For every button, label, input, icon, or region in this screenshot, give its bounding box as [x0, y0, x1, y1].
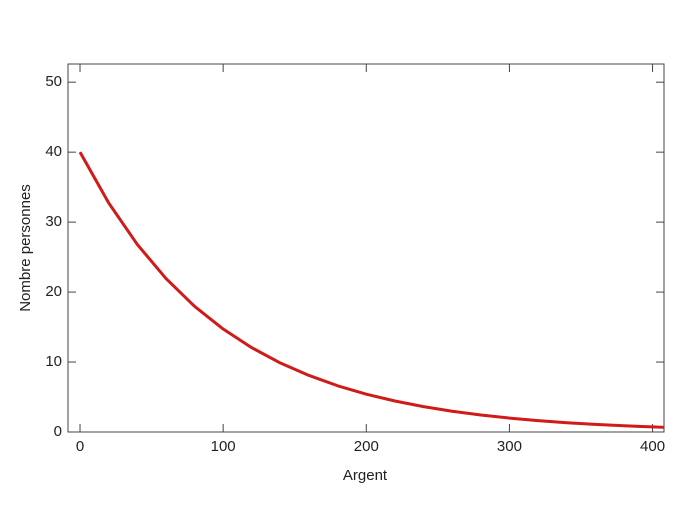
- y-tick-label: 0: [54, 423, 62, 440]
- x-tick-label: 400: [640, 438, 665, 455]
- y-axis-title: Nombre personnes: [17, 184, 34, 312]
- x-tick-label: 300: [497, 438, 522, 455]
- x-tick-label: 200: [354, 438, 379, 455]
- x-tick-label: 0: [76, 438, 84, 455]
- y-tick-label: 10: [45, 353, 62, 370]
- y-tick-label: 30: [45, 213, 62, 230]
- y-tick-label: 20: [45, 283, 62, 300]
- x-tick-label: 100: [211, 438, 236, 455]
- y-tick-label: 50: [45, 73, 62, 90]
- plot-frame: [67, 63, 665, 433]
- data-line: [78, 151, 665, 429]
- x-axis-title: Argent: [343, 467, 388, 484]
- y-tick-label: 40: [45, 143, 62, 160]
